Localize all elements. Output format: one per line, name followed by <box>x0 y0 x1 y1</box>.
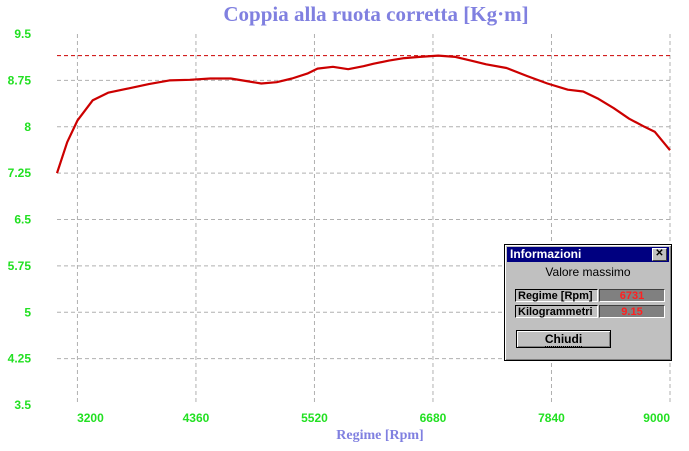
y-tick-labels: 9.5 8.75 8 7.25 6.5 5.75 5 4.25 3.5 <box>8 27 32 412</box>
dialog-title: Informazioni <box>510 247 582 261</box>
info-row-kgm: Kilogrammetri 9.15 <box>515 305 665 319</box>
info-row-rpm: Regime [Rpm] 6731 <box>515 289 665 303</box>
rpm-value: 6731 <box>599 289 665 302</box>
y-tick-label: 9.5 <box>14 27 31 41</box>
y-tick-label: 5.75 <box>8 259 32 273</box>
x-tick-label: 7840 <box>538 411 565 425</box>
y-tick-label: 3.5 <box>14 398 31 412</box>
close-icon[interactable]: ✕ <box>652 248 667 261</box>
torque-series-line <box>55 54 671 174</box>
dialog-titlebar[interactable]: Informazioni ✕ <box>507 247 669 262</box>
y-tick-label: 6.5 <box>14 213 31 227</box>
y-tick-label: 7.25 <box>8 166 32 180</box>
y-tick-label: 4.25 <box>8 352 32 366</box>
x-axis-label: Regime [Rpm] <box>336 428 424 443</box>
x-tick-label: 6680 <box>420 411 447 425</box>
x-tick-label: 4360 <box>183 411 210 425</box>
info-dialog: Informazioni ✕ Valore massimo Regime [Rp… <box>504 244 672 361</box>
x-tick-label: 9000 <box>643 411 670 425</box>
kgm-value: 9.15 <box>599 305 665 318</box>
close-button-label: Chiudi <box>544 332 583 347</box>
chart-title: Coppia alla ruota corretta [Kg·m] <box>223 2 529 26</box>
dialog-subtitle: Valore massimo <box>545 265 631 279</box>
y-tick-label: 5 <box>24 305 31 319</box>
y-tick-label: 8.75 <box>8 73 32 87</box>
x-tick-label: 3200 <box>77 411 104 425</box>
x-tick-label: 5520 <box>301 411 328 425</box>
kgm-label: Kilogrammetri <box>515 305 598 318</box>
rpm-label: Regime [Rpm] <box>515 289 598 302</box>
x-tick-labels: 3200 4360 5520 6680 7840 9000 <box>77 411 670 425</box>
close-button[interactable]: Chiudi <box>516 330 611 348</box>
y-tick-label: 8 <box>24 120 31 134</box>
